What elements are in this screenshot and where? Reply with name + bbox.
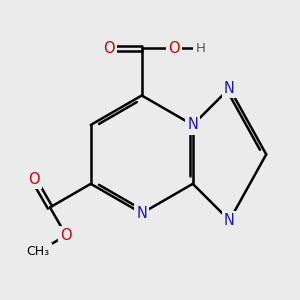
Text: O: O — [103, 41, 115, 56]
Text: H: H — [196, 42, 206, 55]
Text: O: O — [168, 41, 180, 56]
Text: O: O — [60, 228, 72, 243]
Text: N: N — [187, 117, 198, 132]
Text: N: N — [136, 206, 147, 221]
Text: N: N — [224, 81, 235, 96]
Text: CH₃: CH₃ — [27, 245, 50, 258]
Text: O: O — [28, 172, 40, 187]
Text: N: N — [224, 213, 235, 228]
